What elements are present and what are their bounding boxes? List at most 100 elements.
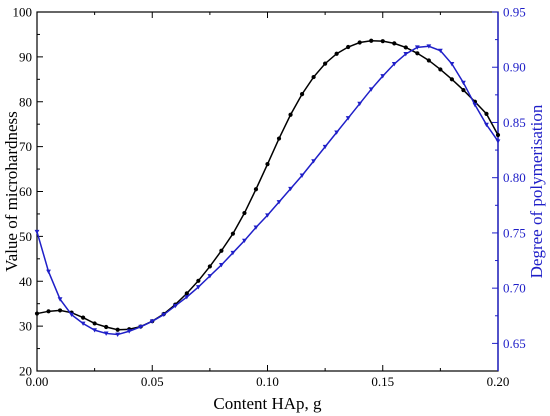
data-point-right xyxy=(207,274,213,279)
x-tick-label: 0.15 xyxy=(371,374,394,389)
data-point-left xyxy=(495,132,501,138)
data-point-left xyxy=(311,74,316,80)
data-point-right xyxy=(322,144,328,150)
data-point-left xyxy=(81,315,86,320)
data-point-right xyxy=(391,62,397,67)
data-point-right xyxy=(149,319,155,324)
data-point-right xyxy=(461,80,466,86)
data-point-right xyxy=(69,312,74,318)
y-tick-label: 60 xyxy=(19,184,32,199)
data-point-right xyxy=(253,225,259,230)
series-line-right xyxy=(36,45,499,336)
data-point-left xyxy=(299,92,305,97)
data-point-left xyxy=(334,51,339,56)
x-axis-title: Content HAp, g xyxy=(213,394,322,413)
y-tick-label: 70 xyxy=(19,139,32,154)
x-tick-label: 0.05 xyxy=(141,374,164,389)
data-point-left xyxy=(57,308,63,313)
data-point-left xyxy=(219,248,224,253)
data-point-left xyxy=(230,231,236,236)
series-left xyxy=(34,38,501,332)
plot-frame xyxy=(36,11,499,372)
data-point-left xyxy=(34,311,40,316)
y-right-tick-label: 0.70 xyxy=(503,281,526,296)
data-point-right xyxy=(138,324,144,330)
x-tick-label: 0.20 xyxy=(487,374,510,389)
data-point-left xyxy=(115,327,120,332)
data-point-left xyxy=(288,112,293,117)
series-line-left xyxy=(36,39,499,331)
data-point-left xyxy=(415,51,420,56)
data-point-right xyxy=(126,329,132,334)
series-right xyxy=(34,44,501,337)
data-point-right xyxy=(103,331,109,336)
data-point-left xyxy=(380,39,385,44)
data-point-right xyxy=(184,295,190,300)
data-point-right xyxy=(92,328,98,333)
y-right-tick-label: 0.90 xyxy=(503,60,526,75)
data-point-right xyxy=(288,186,293,192)
data-point-right xyxy=(449,62,455,67)
data-point-right xyxy=(265,213,270,218)
data-point-right xyxy=(426,44,432,49)
axes: 0.00 0.05 0.10 0.15 0.20 20 30 40 50 60 70 80 90 100 0… xyxy=(13,5,526,390)
data-point-right xyxy=(345,116,351,121)
data-point-right xyxy=(195,285,201,290)
data-point-left xyxy=(449,77,454,82)
data-point-right xyxy=(276,200,282,205)
y-tick-label: 40 xyxy=(19,274,32,289)
data-point-left xyxy=(323,61,328,66)
data-point-left xyxy=(403,45,408,50)
data-point-right xyxy=(311,159,316,164)
data-point-left xyxy=(461,87,466,93)
data-point-left xyxy=(484,111,489,116)
y-tick-label: 30 xyxy=(19,319,32,334)
data-point-right xyxy=(161,312,167,318)
y-tick-label: 80 xyxy=(19,94,32,109)
data-point-left xyxy=(369,38,374,43)
data-point-right xyxy=(299,173,305,178)
data-point-right xyxy=(34,229,40,235)
x-tick-label: 0.00 xyxy=(26,374,49,389)
data-point-right xyxy=(484,122,489,128)
data-point-left xyxy=(276,136,282,141)
data-point-left xyxy=(184,291,189,296)
data-point-right xyxy=(368,87,374,92)
data-point-right xyxy=(357,101,363,107)
data-point-right xyxy=(472,102,478,108)
y-tick-label: 50 xyxy=(19,229,32,244)
data-point-right xyxy=(230,250,236,256)
y-right-tick-label: 0.65 xyxy=(503,336,526,351)
data-point-right xyxy=(57,297,63,302)
data-point-right xyxy=(334,130,340,135)
data-point-left xyxy=(426,58,431,63)
y-tick-label: 100 xyxy=(13,5,33,20)
series-layer xyxy=(34,38,501,337)
y-right-tick-label: 0.80 xyxy=(503,170,526,185)
y-tick-label: 20 xyxy=(19,364,32,379)
data-point-left xyxy=(104,324,109,330)
data-point-right xyxy=(80,321,86,326)
y-right-tick-label: 0.95 xyxy=(503,5,526,20)
data-point-right xyxy=(46,269,51,274)
data-point-right xyxy=(115,332,121,337)
data-point-left xyxy=(242,210,247,216)
data-point-right xyxy=(437,48,443,54)
data-point-left xyxy=(392,41,397,46)
y-axis-title: Value of microhardness xyxy=(2,111,21,272)
y-axis-right-title: Degree of polymerisation xyxy=(527,104,546,278)
data-point-left xyxy=(92,321,97,326)
x-tick-label: 0.10 xyxy=(256,374,279,389)
y-right-tick-label: 0.75 xyxy=(503,225,526,240)
data-point-left xyxy=(265,162,270,167)
data-point-right xyxy=(380,74,386,79)
data-point-left xyxy=(46,309,51,314)
data-point-left xyxy=(253,187,259,192)
y-right-tick-label: 0.85 xyxy=(503,115,526,130)
data-point-right xyxy=(414,45,420,50)
y-tick-label: 90 xyxy=(19,49,32,64)
data-point-right xyxy=(172,303,178,309)
data-point-left xyxy=(438,67,443,72)
data-point-right xyxy=(219,263,224,268)
